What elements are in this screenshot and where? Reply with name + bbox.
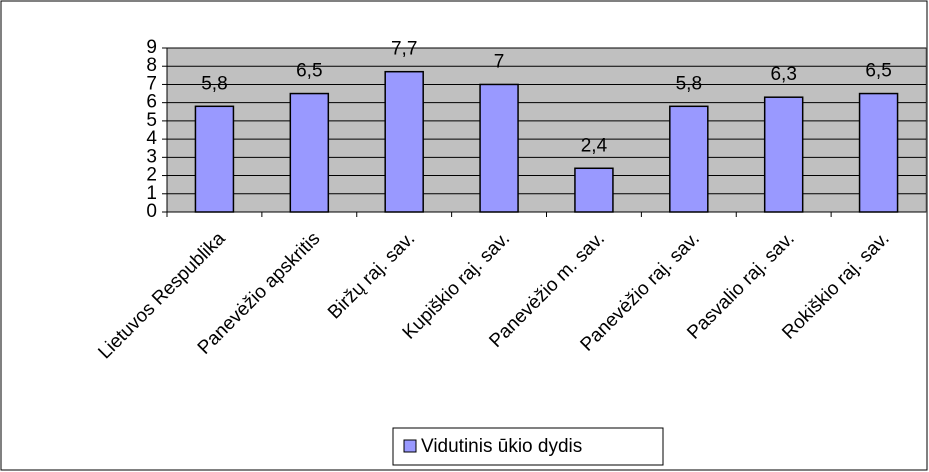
data-label: 2,4 [581,135,608,156]
bar [574,167,614,213]
plot-area [166,47,927,213]
bar [858,92,899,213]
y-tick-label: 3 [146,146,157,167]
y-tick-label: 8 [146,55,157,76]
bar [194,105,235,213]
bar [479,83,519,213]
bar [763,96,804,213]
data-label: 6,5 [865,61,891,82]
legend-swatch [403,439,417,453]
bar [384,70,424,213]
data-label: 7,7 [391,39,417,60]
legend-label: Vidutinis ūkio dydis [421,436,582,457]
bar [289,92,330,213]
data-label: 5,8 [676,73,702,94]
data-label: 6,5 [296,61,322,82]
y-tick-label: 4 [146,128,157,149]
y-tick-label: 7 [146,73,157,94]
y-tick-label: 1 [146,183,157,204]
y-tick-label: 9 [146,37,157,58]
y-tick-label: 5 [146,110,157,131]
data-label: 7 [494,51,505,72]
y-tick-label: 2 [146,165,157,186]
y-tick-label: 0 [146,201,157,222]
data-label: 5,8 [201,73,227,94]
bar [669,105,709,213]
legend-box [392,427,664,466]
data-label: 6,3 [770,64,796,85]
y-tick-label: 6 [146,92,157,113]
